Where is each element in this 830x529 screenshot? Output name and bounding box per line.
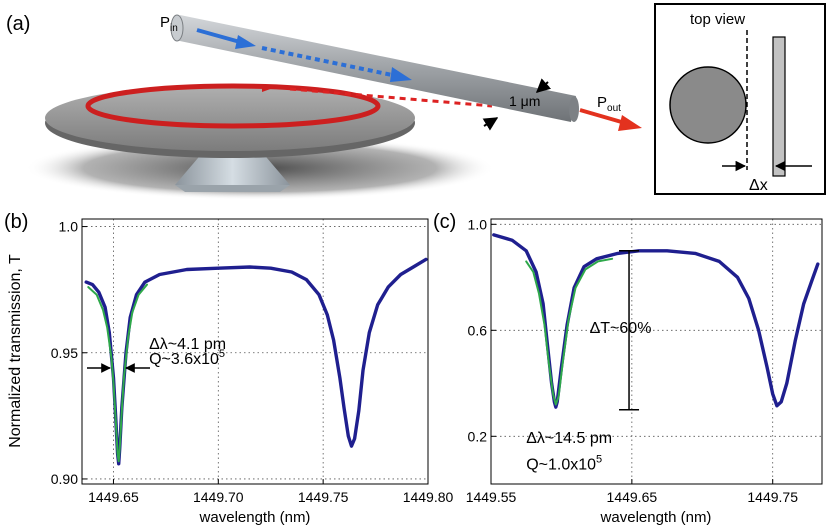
fiber-diameter-label: 1 μm [509,93,540,109]
coupled-light-dashed [289,87,493,108]
chart-c-annotations: ΔT~60% Δλ~14.5 pm Q~1.0x105 [526,320,651,473]
whispering-gallery-mode [85,83,381,129]
annotation-text: ΔT~60% [590,320,652,337]
annotation-text: Q~1.0x105 [526,453,602,473]
chart-c: (c) 1449.55 1449.65 1449.75 0.2 0.6 1.0 wavel… [433,211,823,526]
chart-c-plot [492,233,820,409]
pedestal [175,138,290,185]
p-out-label: Pout [597,94,621,114]
chart-b-plot [84,257,428,466]
mode-arrow-icon [262,85,276,92]
p-in-label: Pin [160,14,178,34]
panel-a-label: (a) [6,13,30,35]
y-tick-label: 1.0 [59,219,79,235]
fiber-top-view [772,36,786,177]
input-light-arrow [196,28,241,44]
chart-b-x-axis-label: wavelength (nm) [199,509,311,526]
chart-b-ticks: 1449.65 1449.70 1449.75 1449.80 0.90 0.95 1.0 [51,219,454,505]
chart-b-annotations: Δλ~4.1 pmQ~3.6x105 [149,336,226,368]
measured-transmission-line [84,257,428,466]
chart-c-x-axis-label: wavelength (nm) [600,509,712,526]
measured-transmission-line [492,233,820,409]
annotation-text: Q~3.6x105 [149,348,225,368]
inset-title: top view [690,11,745,28]
chart-c-ticks: 1449.55 1449.65 1449.75 0.2 0.6 1.0 [466,216,799,505]
transmitted-arrow-icon [390,67,412,82]
chart-c-frame [490,218,823,485]
delta-t-bracket [619,250,640,411]
output-arrow-icon [618,115,642,131]
chart-b: (b) 1449.65 1449.70 1449.75 1449.80 0.90 0.95… [4,211,454,526]
transmitted-light-dashed [261,46,393,77]
microdisk [45,85,415,151]
chart-b-grid [82,219,429,484]
output-light-arrow [579,108,626,125]
y-tick-label: 0.90 [51,471,78,487]
chart-b-frame [81,218,429,485]
x-tick-label: 1449.75 [747,489,798,505]
y-tick-label: 0.2 [468,428,488,444]
x-tick-label: 1449.55 [466,489,517,505]
tapered-fiber [170,14,579,122]
annotation-text: Δλ~14.5 pm [526,430,612,447]
diameter-arrow-bottom [482,117,499,131]
input-arrow-icon [235,35,256,49]
x-tick-label: 1449.65 [607,489,658,505]
panel-b-label: (b) [4,211,28,233]
chart-b-y-axis-label: Normalized transmission, T [7,254,24,448]
diameter-arrow-top [535,78,552,93]
y-tick-label: 0.6 [468,322,488,338]
top-view-inset: top view Δx [654,3,826,195]
x-tick-label: 1449.75 [298,489,349,505]
annotation-text: Δλ~4.1 pm [149,336,226,353]
delta-x-label: Δx [749,177,768,194]
x-tick-label: 1449.70 [193,489,244,505]
lorentzian-fit-line [87,283,148,463]
panel-c-label: (c) [433,211,456,233]
panel-a-illustration: (a) Pin Pout 1 μm [6,13,642,200]
lorentzian-fit-line [525,257,614,406]
disk-top-view [669,66,747,144]
y-tick-label: 1.0 [468,216,488,232]
y-tick-label: 0.95 [51,345,78,361]
x-tick-label: 1449.80 [403,489,454,505]
x-tick-label: 1449.65 [88,489,139,505]
